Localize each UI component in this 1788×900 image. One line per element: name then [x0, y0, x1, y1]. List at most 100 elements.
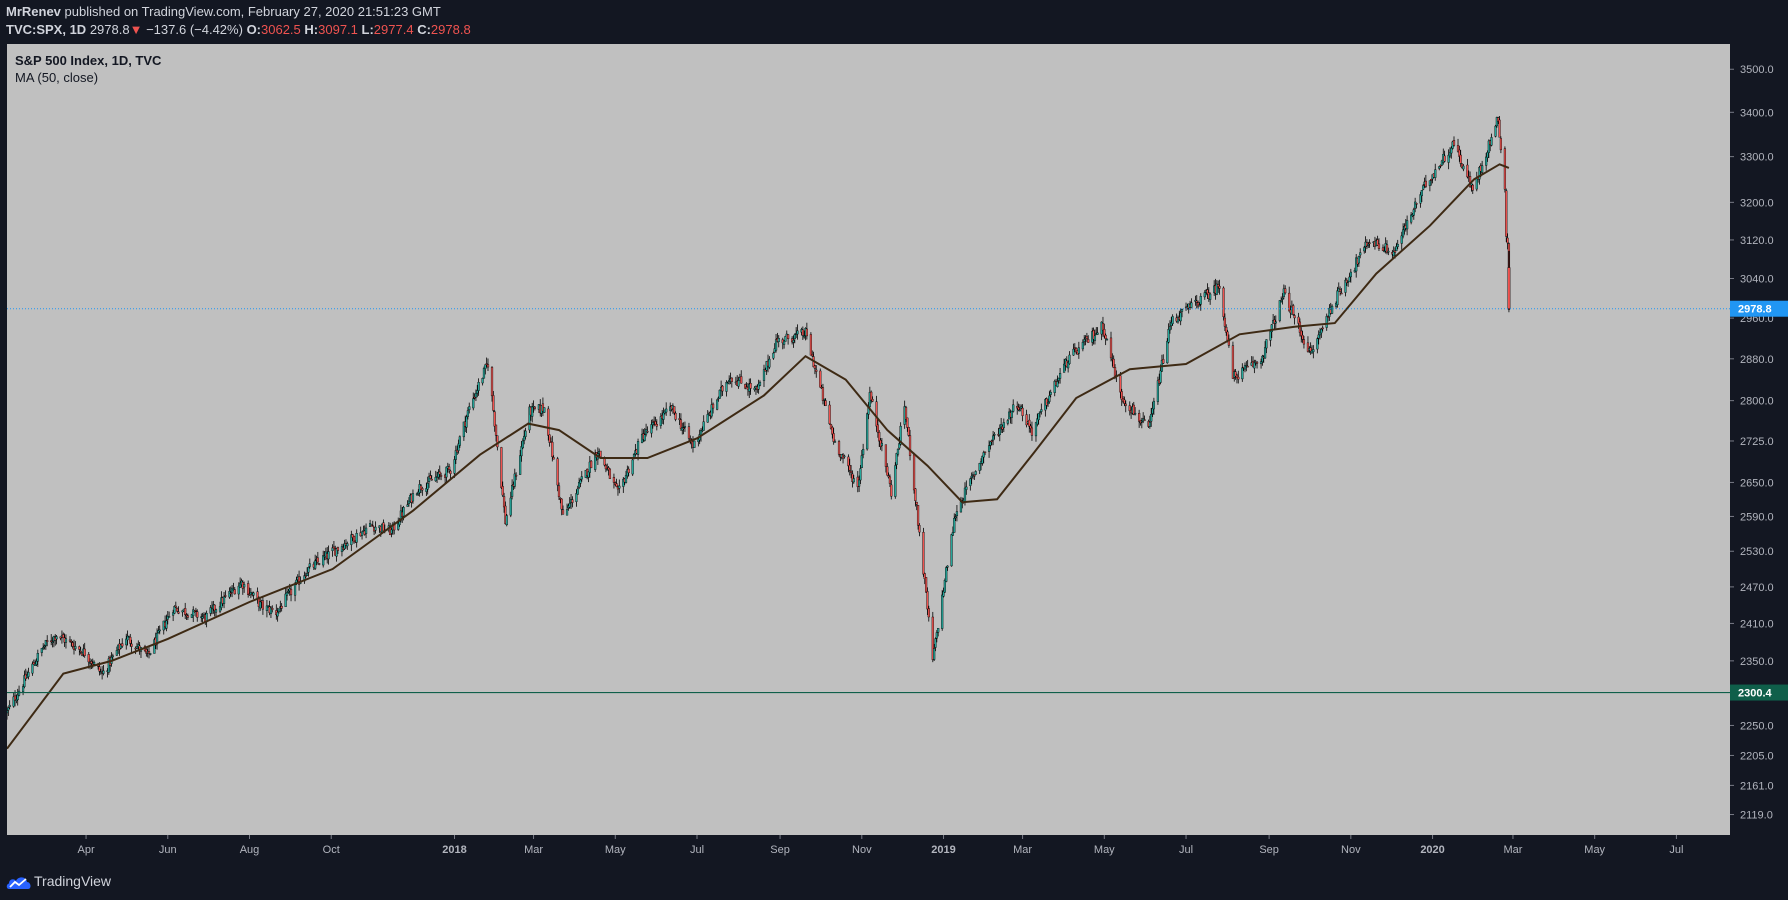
up-candle	[998, 424, 1001, 442]
candle-body	[1025, 414, 1028, 426]
up-candle	[954, 514, 957, 522]
legend-title[interactable]: S&P 500 Index, 1D, TVC	[15, 53, 162, 68]
up-candle	[1057, 377, 1060, 384]
candle-body	[847, 456, 850, 467]
up-candle	[1151, 401, 1154, 417]
candle-body	[519, 455, 522, 475]
down-candle	[318, 562, 321, 566]
down-candle	[556, 456, 559, 492]
candle-body	[1143, 419, 1146, 421]
up-candle	[953, 513, 956, 533]
candle-body	[895, 453, 898, 465]
candle-body	[229, 592, 232, 595]
up-candle	[1330, 304, 1334, 314]
up-candle	[843, 454, 846, 459]
candle-body	[983, 451, 987, 454]
time-tick-label: Mar	[1013, 844, 1032, 856]
candle-body	[181, 610, 184, 613]
down-candle	[1073, 343, 1076, 353]
up-candle	[437, 469, 440, 480]
candle-body	[332, 546, 336, 550]
down-candle	[1162, 354, 1165, 365]
candle-body	[7, 710, 9, 714]
author-name[interactable]: MrRenev	[6, 4, 61, 19]
up-candle	[860, 449, 863, 469]
up-candle	[1281, 293, 1284, 305]
candle-body	[1138, 412, 1141, 422]
up-candle	[718, 389, 721, 399]
candle-body	[604, 464, 607, 470]
candle-body	[1179, 312, 1182, 322]
down-candle	[280, 603, 283, 612]
candle-body	[859, 468, 862, 481]
candle-body	[1203, 292, 1206, 298]
candle-body	[918, 525, 921, 533]
price-plot[interactable]	[7, 44, 1730, 835]
up-candle	[1490, 133, 1493, 147]
candle-body	[481, 378, 484, 384]
chart-pane[interactable]	[7, 44, 1730, 835]
down-candle	[1339, 286, 1342, 296]
open-value: 3062.5	[261, 22, 301, 37]
candle-body	[933, 648, 936, 660]
down-candle	[316, 551, 319, 565]
up-candle	[1440, 159, 1444, 166]
candle-body	[916, 505, 920, 526]
up-candle	[1447, 149, 1450, 170]
up-candle	[758, 380, 762, 387]
candle-body	[1367, 244, 1370, 246]
up-candle	[222, 591, 226, 609]
candle-body	[721, 385, 724, 392]
footer-brand[interactable]: TradingView	[34, 873, 112, 889]
candle-body	[1168, 326, 1172, 331]
up-candle	[1148, 415, 1151, 429]
candle-body	[1215, 283, 1218, 295]
up-candle	[362, 525, 365, 532]
candle-body	[1317, 334, 1320, 339]
candle-body	[252, 592, 255, 596]
candle-body	[744, 384, 747, 389]
down-candle	[130, 639, 133, 653]
candle-body	[828, 404, 831, 425]
up-candle	[355, 529, 358, 548]
up-candle	[1420, 190, 1423, 202]
down-candle	[54, 634, 57, 646]
up-candle	[1034, 421, 1038, 442]
down-candle	[837, 439, 841, 457]
up-candle	[974, 470, 977, 476]
candle-body	[427, 476, 431, 483]
candle-body	[397, 523, 400, 530]
candle-body	[992, 435, 995, 441]
down-candle	[1235, 373, 1239, 384]
time-axis[interactable]: Apr Jun Aug Oct 2018 Mar May Jul Sep Nov 2019 Mar Ma…	[7, 835, 1730, 863]
candle-body	[1072, 348, 1075, 356]
up-candle	[716, 398, 719, 411]
candle-body	[876, 424, 879, 433]
up-candle	[509, 491, 512, 518]
candle-body	[740, 376, 743, 384]
candle-body	[1037, 413, 1040, 421]
tradingview-cloud-icon[interactable]	[6, 874, 32, 890]
candle-body	[1162, 359, 1165, 364]
up-candle	[519, 449, 522, 475]
legend-indicator[interactable]: MA (50, close)	[15, 70, 99, 85]
up-candle	[1209, 292, 1212, 305]
candle-body	[68, 639, 72, 642]
candle-body	[1497, 117, 1500, 122]
candle-body	[477, 382, 480, 391]
up-candle	[1199, 293, 1202, 311]
down-candle	[1326, 315, 1330, 322]
down-candle	[1075, 347, 1078, 355]
support-badge-bg	[1730, 684, 1788, 701]
candle-body	[1067, 362, 1070, 369]
up-candle	[1434, 163, 1437, 181]
price-axis[interactable]: 3500.0 3400.0 3300.0 3200.0 3120.0 3040.0 2960…	[1730, 44, 1788, 835]
up-candle	[343, 539, 346, 551]
candle-body	[1415, 203, 1418, 205]
candle-body	[1225, 326, 1228, 333]
candle-body	[926, 591, 929, 610]
up-candle	[898, 436, 901, 450]
up-candle	[1010, 410, 1013, 425]
candle-body	[654, 421, 657, 426]
down-candle	[456, 445, 459, 456]
